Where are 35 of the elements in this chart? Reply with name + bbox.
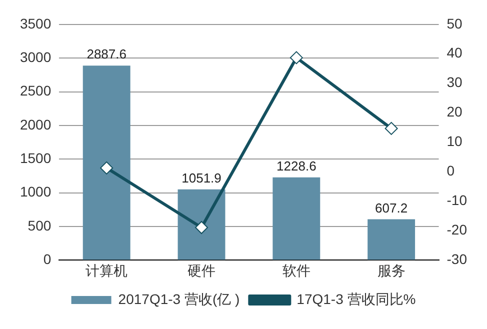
data-label: 607.2	[375, 200, 408, 216]
bar	[178, 189, 226, 260]
x-tick-label: 硬件	[188, 262, 216, 278]
y-tick-label: 500	[28, 217, 52, 234]
y-tick-label: 1500	[20, 150, 52, 166]
x-tick-label: 计算机	[86, 262, 128, 278]
y2-tick-label: 40	[446, 44, 463, 61]
y-tick-label: 3500	[20, 15, 52, 32]
y-tick-label: 0	[43, 251, 52, 268]
point	[100, 161, 114, 174]
point	[384, 122, 398, 135]
bar	[368, 219, 416, 260]
x-tick-label: 服务	[377, 262, 406, 278]
data-label: 2887.6	[86, 46, 126, 62]
y2-tick-label: -10	[446, 192, 468, 208]
y2-tick-label: -30	[446, 251, 468, 268]
y-tick-label: 2000	[20, 116, 52, 132]
y2-tick-label: -20	[446, 222, 468, 238]
y2-tick-label: 10	[446, 133, 463, 150]
y2-tick-label: 0	[446, 162, 455, 179]
y-tick-label: 3000	[20, 48, 52, 65]
y2-tick-label: 30	[446, 74, 463, 90]
data-label: 1051.9	[182, 170, 222, 186]
y-tick-label: 2500	[20, 82, 52, 99]
y2-tick-label: 20	[446, 104, 463, 120]
data-label: 1228.6	[276, 158, 316, 174]
legend-label: 2017Q1-3 营收(亿 )	[118, 290, 240, 307]
point	[290, 51, 303, 64]
y-tick-label: 1000	[20, 184, 52, 200]
legend-label: 17Q1-3 营收同比%	[296, 290, 416, 307]
bar	[272, 177, 320, 260]
x-tick-label: 软件	[282, 262, 310, 278]
bar	[82, 66, 130, 260]
point	[195, 220, 208, 234]
y2-tick-label: 50	[446, 15, 463, 32]
